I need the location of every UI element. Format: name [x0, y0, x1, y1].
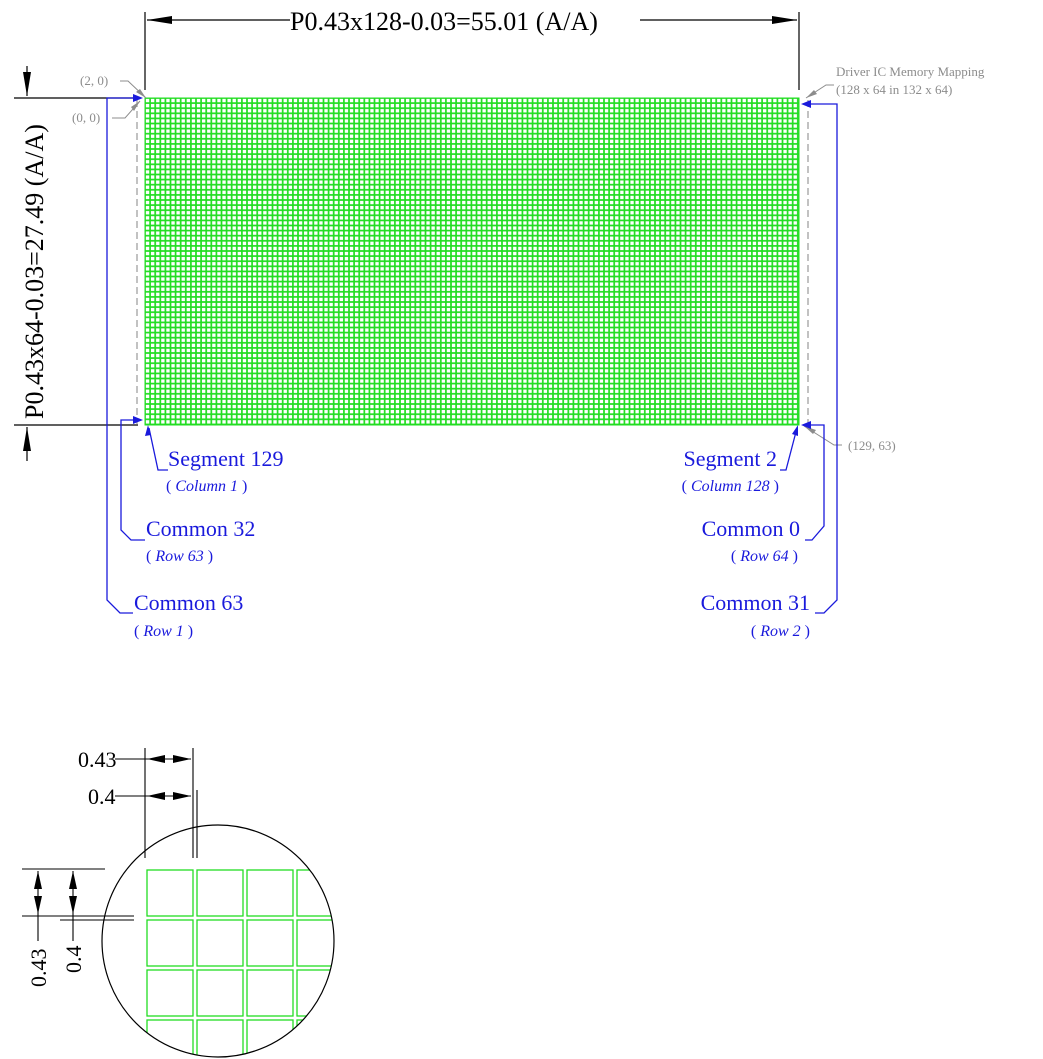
segment-129-label: Segment 129	[168, 446, 284, 471]
mapping-title: Driver IC Memory Mapping	[836, 64, 985, 79]
coord-2-0: (2, 0)	[80, 73, 108, 88]
coord-0-0: (0, 0)	[72, 110, 100, 125]
common-63-sub: ( Row 1 )	[134, 623, 193, 640]
common-0-sub: ( Row 64 )	[731, 548, 798, 565]
width-dimension	[144, 12, 800, 90]
dot-matrix	[145, 98, 799, 425]
detail-dimensions	[22, 748, 198, 941]
common-0-label: Common 0	[702, 516, 800, 541]
common-63-label: Common 63	[134, 590, 243, 615]
detail-pitch-label: 0.43	[78, 747, 117, 772]
common-32-sub: ( Row 63 )	[146, 548, 213, 565]
segment-129-sub: ( Column 1 )	[166, 478, 247, 495]
mapping-subtitle: (128 x 64 in 132 x 64)	[836, 82, 952, 97]
detail-dot-label: 0.4	[88, 784, 116, 809]
common-31-label: Common 31	[701, 590, 810, 615]
unused-columns	[136, 100, 809, 424]
common-32-label: Common 32	[146, 516, 255, 541]
detail-magnifier	[101, 824, 335, 1058]
segment-2-sub: ( Column 128 )	[682, 478, 779, 495]
coord-129-63: (129, 63)	[848, 438, 896, 453]
width-label: P0.43x128-0.03=55.01 (A/A)	[290, 7, 598, 36]
height-dimension	[14, 66, 138, 461]
detail-pitch-v-label: 0.43	[26, 949, 51, 988]
segment-2-label: Segment 2	[684, 446, 778, 471]
common-31-sub: ( Row 2 )	[751, 623, 810, 640]
detail-dot-v-label: 0.4	[61, 946, 86, 974]
blue-leaders	[106, 97, 838, 614]
height-label: P0.43x64-0.03=27.49 (A/A)	[20, 124, 49, 419]
